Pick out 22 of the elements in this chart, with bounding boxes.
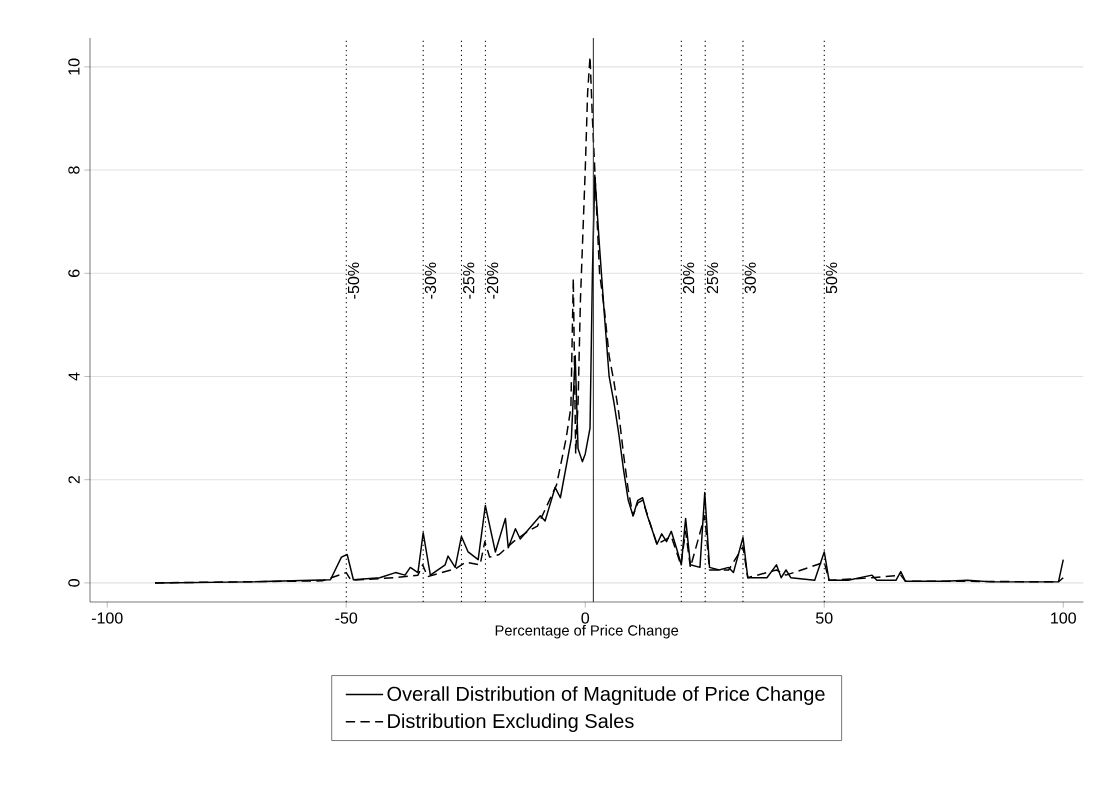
y-tick-label: 0 <box>68 579 80 587</box>
y-tick-label: 2 <box>68 476 80 484</box>
annotation: -50% <box>347 262 360 299</box>
annotation: 25% <box>706 262 719 294</box>
x-axis-title: Percentage of Price Change <box>495 624 679 639</box>
annotation: -20% <box>486 262 499 299</box>
x-tick-label: -100 <box>91 612 123 624</box>
annotation: -30% <box>424 262 437 299</box>
annotation: 30% <box>744 262 756 294</box>
y-tick-label: 4 <box>68 372 80 381</box>
x-tick-label: 0 <box>581 612 590 624</box>
y-tick-label: 10 <box>68 58 80 75</box>
x-tick-label: 100 <box>1051 612 1076 624</box>
y-tick-label: 6 <box>68 269 80 277</box>
annotation: -25% <box>463 262 475 299</box>
legend-label: Distribution Excluding Sales <box>388 713 634 733</box>
annotation: 50% <box>825 262 838 294</box>
annotation: 20% <box>682 262 695 294</box>
y-tick-label: 8 <box>68 166 80 174</box>
x-tick-label: 50 <box>816 612 833 624</box>
legend-label: Overall Distribution of Magnitude of Price Change <box>387 686 825 705</box>
x-tick-label: -50 <box>335 612 358 624</box>
